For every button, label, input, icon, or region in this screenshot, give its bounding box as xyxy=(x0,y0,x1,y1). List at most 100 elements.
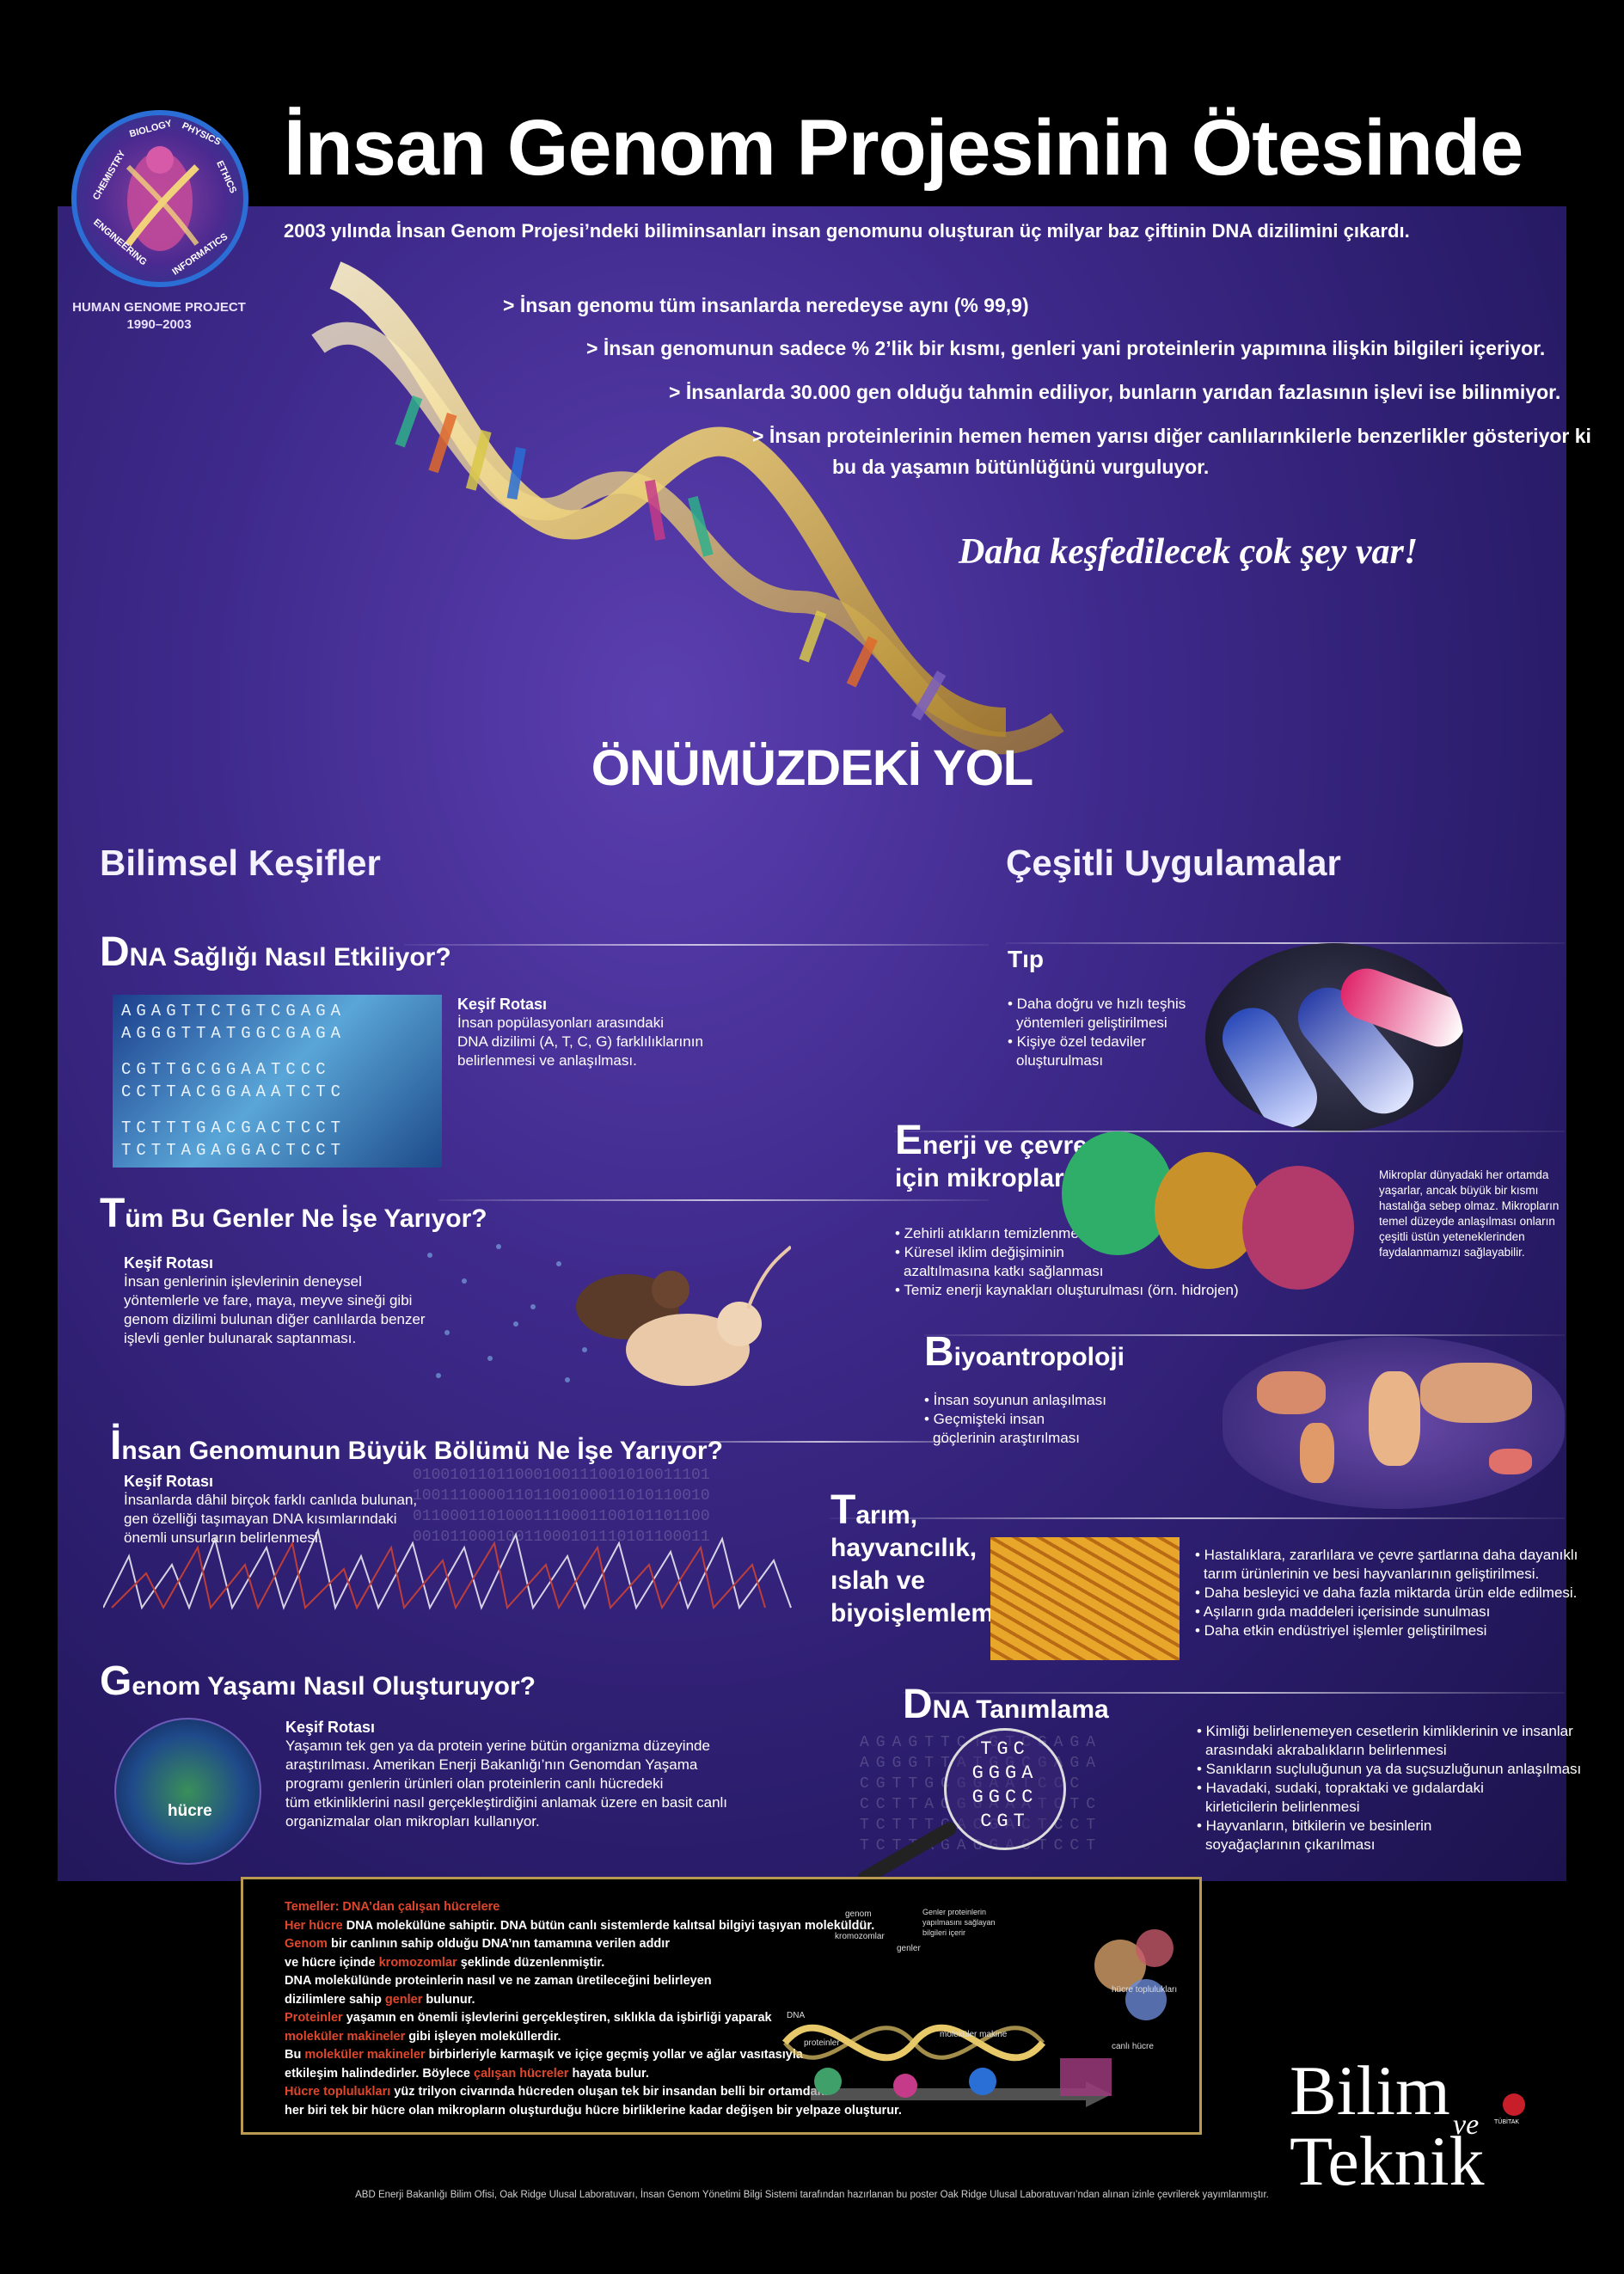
agri-item: • Aşıların gıda maddeleri içerisinde sun… xyxy=(1195,1603,1491,1620)
basics-line: yüz trilyon civarında hücreden oluşan te… xyxy=(390,2085,828,2099)
route-text-line: tüm etkinliklerini nasıl gerçekleştirdiğ… xyxy=(285,1794,728,1811)
dna-to-cells-diagram xyxy=(781,1929,1174,2107)
logo-caption-line2: 1990–2003 xyxy=(126,317,192,332)
basics-line: birbirleriyle karmaşık ve içiçe geçmiş y… xyxy=(425,2048,803,2062)
dna-grid-row: AGAGTTCTGTCGAGA xyxy=(121,1002,346,1021)
note-line: yaşarlar, ancak büyük bir kısmı xyxy=(1379,1184,1539,1197)
continent-shape xyxy=(1369,1371,1420,1466)
route-text-line: İnsanlarda dâhil birçok farklı canlıda b… xyxy=(124,1492,418,1508)
continent-shape xyxy=(1257,1371,1326,1414)
basics-term: genler xyxy=(384,1992,423,2007)
basics-title: Temeller: DNA’dan çalışan hücrelere xyxy=(285,1900,500,1914)
section-dna-health-body: Keşif Rotası İnsan popülasyonları arasın… xyxy=(457,995,703,1070)
route-text-line: önemli unsurların belirlenmesi. xyxy=(124,1529,322,1546)
bioanthropology-heading: Biyoantropoloji xyxy=(924,1328,1125,1376)
medicine-heading: Tıp xyxy=(1008,946,1044,972)
fact-bullet-3: > İnsanlarda 30.000 gen olduğu tahmin ed… xyxy=(669,381,1561,403)
route-label: Keşif Rotası xyxy=(285,1719,376,1736)
divider xyxy=(404,944,989,946)
section-initial: D xyxy=(903,1682,933,1727)
fact-bullet-4-cont: bu da yaşamın bütünlüğünü vurguluyor. xyxy=(832,456,1210,478)
divider xyxy=(653,1441,989,1443)
bio-item: • İnsan soyunun anlaşılması xyxy=(924,1392,1106,1408)
route-label: Keşif Rotası xyxy=(457,996,548,1013)
dna-grid-row: AGGGTTATGGCGAGA xyxy=(121,1024,346,1043)
agri-item: • Hastalıklara, zararlılara ve çevre şar… xyxy=(1195,1547,1578,1563)
section-title-rest: için mikroplar xyxy=(895,1164,1064,1192)
svg-text:011000110100011100011001011011: 01100011010001110001100101101100 xyxy=(413,1508,710,1525)
basics-line: gibi işleyen moleküllerdir. xyxy=(405,2029,561,2044)
corn-image xyxy=(990,1537,1180,1660)
divider xyxy=(438,1199,989,1201)
divider xyxy=(924,1334,1565,1336)
route-text-line: belirlenmesi ve anlaşılması. xyxy=(457,1052,637,1069)
agri-item: tarım ürünlerinin ve besi hayvanlarının … xyxy=(1204,1566,1540,1582)
microbe-note: Mikroplar dünyadaki her ortamda yaşarlar… xyxy=(1379,1168,1559,1260)
bio-item: • Geçmişteki insan xyxy=(924,1411,1045,1427)
section-title-rest: iyoantropoloji xyxy=(953,1343,1125,1371)
magnifier-lens: TGC GGGA GGCC CGT xyxy=(944,1728,1066,1850)
ident-item: • Hayvanların, bitkilerin ve besinlerin xyxy=(1197,1817,1432,1834)
logo-ring-informatics: INFORMATICS xyxy=(170,231,230,278)
section-title-rest: üm Bu Genler Ne İşe Yarıyor? xyxy=(125,1204,487,1233)
medicine-item: oluşturulması xyxy=(1016,1052,1104,1069)
diagram-label-dna: DNA xyxy=(787,2011,806,2020)
route-text-line: İnsan popülasyonları arasındaki xyxy=(457,1014,665,1031)
route-text-line: genom dizilimi bulunan diğer canlılarda … xyxy=(124,1311,426,1327)
section-genome-majority-body: Keşif Rotası İnsanlarda dâhil birçok far… xyxy=(124,1472,417,1548)
lens-row: TGC xyxy=(980,1738,1030,1760)
basics-line: dizilimlere sahip xyxy=(285,1992,385,2007)
svg-text:100111000011011001000110101100: 10011100001101100100011010110010 xyxy=(413,1487,710,1505)
continent-shape xyxy=(1420,1363,1532,1423)
energy-heading: Enerji ve çevre için mikroplar xyxy=(895,1120,1088,1195)
left-column-heading: Bilimsel Keşifler xyxy=(100,843,381,883)
basics-term: Genom xyxy=(285,1937,328,1951)
logo-ring-physics: PHYSICS xyxy=(180,120,223,148)
basics-line: bulunur. xyxy=(422,1992,475,2007)
lens-row: CGT xyxy=(980,1811,1030,1832)
logo-ring-chemistry: CHEMISTRY xyxy=(90,149,128,202)
diagram-label-proteins: proteinler xyxy=(804,2038,840,2048)
section-initial: T xyxy=(100,1191,126,1236)
basics-line: hayata bulur. xyxy=(568,2066,649,2081)
basics-line: ve hücre içinde xyxy=(285,1955,379,1970)
brand-line2: Teknik xyxy=(1290,2122,1485,2200)
continent-shape xyxy=(1300,1423,1334,1483)
medicine-list: • Daha doğru ve hızlı teşhis yöntemleri … xyxy=(1008,995,1186,1070)
basics-term: Her hücre xyxy=(285,1918,343,1933)
diagram-label-genome: genom xyxy=(845,1909,872,1919)
note-line: Mikroplar dünyadaki her ortamda xyxy=(1379,1168,1549,1181)
basics-line: şeklinde düzenlenmiştir. xyxy=(457,1955,605,1970)
ident-item: soyağaçlarının çıkarılması xyxy=(1205,1836,1376,1853)
dna-grid-row: CGTTGCGGAATCCC xyxy=(121,1060,331,1079)
bio-item: göçlerinin araştırılması xyxy=(933,1430,1081,1446)
logo-emblem-icon xyxy=(125,146,199,251)
route-text-line: programı genlerin ürünleri olan proteinl… xyxy=(285,1775,664,1792)
section-title-rest: NA Tanımlama xyxy=(932,1695,1109,1724)
agriculture-heading: Tarım, hayvancılık, ıslah ve biyoişlemle… xyxy=(830,1490,1008,1630)
basics-line: DNA molekülünde proteinlerin nasıl ve ne… xyxy=(285,1974,712,1988)
ident-item: • Sanıkların suçluluğunun ya da suçsuzlu… xyxy=(1197,1761,1582,1777)
section-genes-function-body: Keşif Rotası İnsan genlerinin işlevlerin… xyxy=(124,1253,426,1348)
footer-credit: ABD Enerji Bakanlığı Bilim Ofisi, Oak Ri… xyxy=(355,2190,1269,2200)
route-text-line: araştırılması. Amerikan Enerji Bakanlığı… xyxy=(285,1756,698,1773)
note-line: faydalanmamızı sağlayabilir. xyxy=(1379,1246,1525,1259)
section-title-rest: ıslah ve xyxy=(830,1566,926,1595)
diagram-label-genes: genler xyxy=(897,1944,921,1953)
section-title-rest: biyoişlemleme xyxy=(830,1599,1008,1627)
mice-illustration xyxy=(427,1244,791,1386)
energy-list: • Zehirli atıkların temizlenmesi • Küres… xyxy=(895,1224,1239,1300)
section-genome-life-heading: Genom Yaşamı Nasıl Oluşturuyor? xyxy=(100,1658,536,1705)
section-initial: D xyxy=(100,929,130,975)
route-text-line: organizmalar olan mikropları kullanıyor. xyxy=(285,1813,540,1830)
ident-item: kirleticilerin belirlenmesi xyxy=(1205,1799,1360,1815)
route-text-line: İnsan genlerinin işlevlerinin deneysel xyxy=(124,1273,362,1290)
logo-ring-labels: CHEMISTRY BIOLOGY PHYSICS ETHICS INFORMA… xyxy=(82,119,245,284)
agri-item: • Daha etkin endüstriyel işlemler gelişt… xyxy=(1195,1622,1487,1639)
energy-item: • Zehirli atıkların temizlenmesi xyxy=(895,1225,1090,1241)
note-line: hastalığa sebep olmaz. Mikropların xyxy=(1379,1199,1560,1212)
svg-text:001011000100110001011101011000: 00101100010011000101110101100011 xyxy=(413,1529,710,1546)
section-initial: İ xyxy=(110,1423,122,1468)
dna-grid-row: TCTTAGAGGACTCCT xyxy=(121,1141,346,1160)
dna-helix-illustration xyxy=(311,261,1064,755)
